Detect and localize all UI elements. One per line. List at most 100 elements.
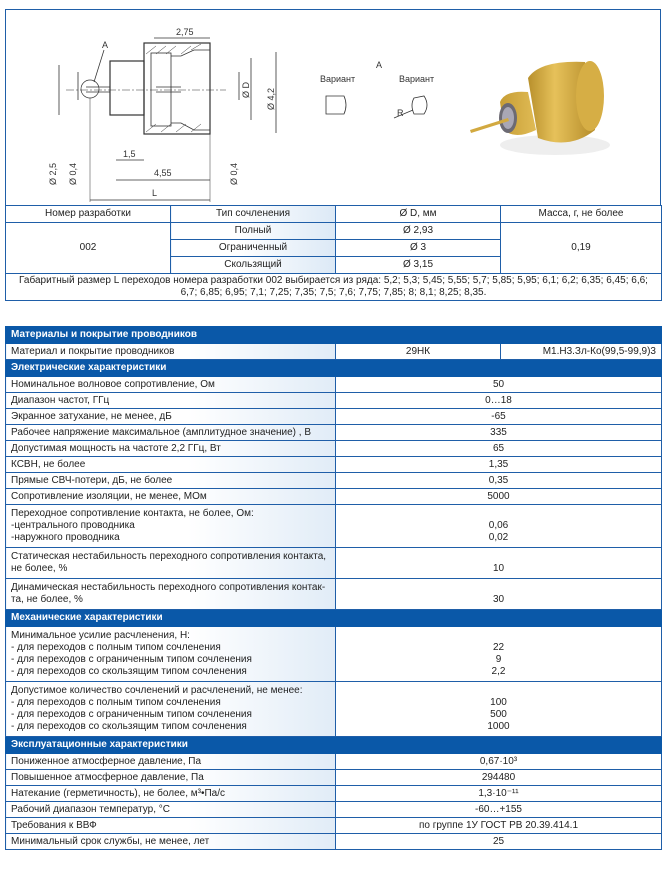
table-row: Динамическая нестабильность переходного …	[5, 578, 662, 610]
row-value: 30	[335, 578, 662, 610]
section-materials: Материалы и покрытие проводников	[5, 326, 662, 344]
table-row: Диапазон частот, ГГц 0…18	[5, 392, 662, 409]
mating-type: Полный	[170, 222, 336, 240]
characteristics-table: Материалы и покрытие проводников Материа…	[5, 326, 662, 850]
row-value: 1,35	[335, 456, 662, 473]
row-label: Минимальный срок службы, не менее, лет	[5, 833, 336, 850]
row-sublabel: - для переходов с полным типом сочленени…	[11, 697, 221, 708]
row-value: -60…+155	[335, 801, 662, 818]
row-sublabel: -центрального проводника	[11, 520, 135, 531]
row-value: 5000	[335, 488, 662, 505]
spec-table-header: Номер разработки Тип сочленения Ø D, мм …	[5, 205, 662, 223]
row-label: Требования к ВВФ	[5, 817, 336, 834]
table-row: Натекание (герметичность), не более, м³•…	[5, 785, 662, 802]
row-label: Пониженное атмосферное давление, Па	[5, 753, 336, 770]
mating-type: Ограниченный	[170, 239, 336, 257]
table-row: КСВН, не более 1,35	[5, 456, 662, 473]
row-sublabel: - для переходов с ограниченным типом соч…	[11, 654, 252, 665]
row-label: КСВН, не более	[5, 456, 336, 473]
row-label: Сопротивление изоляции, не менее, МОм	[5, 488, 336, 505]
section-mechanical: Механические характеристики	[5, 609, 662, 627]
dim-L: L	[152, 188, 157, 198]
row-label: Динамическая нестабильность переходного …	[11, 582, 326, 593]
row-value: 0…18	[335, 392, 662, 409]
row-label: Статическая нестабильность переходного с…	[11, 551, 327, 562]
row-value: 0,67·10³	[335, 753, 662, 770]
table-row: Рабочее напряжение максимальное (амплиту…	[5, 424, 662, 441]
row-value: 0,02	[488, 532, 509, 543]
table-row: Сопротивление изоляции, не менее, МОм 500…	[5, 488, 662, 505]
row-sublabel: - для переходов с ограниченным типом соч…	[11, 709, 252, 720]
table-row: Допустимое количество сочленений и расчл…	[5, 681, 662, 737]
diameter-value: Ø 3,15	[335, 256, 501, 274]
table-row: Экранное затухание, не менее, дБ -65	[5, 408, 662, 425]
table-row: Повышенное атмосферное давление, Па 29448…	[5, 769, 662, 786]
model-number: 002	[5, 222, 171, 274]
row-value: 65	[335, 440, 662, 457]
table-row: Ограниченный Ø 3	[6, 239, 662, 257]
header-type: Тип сочленения	[170, 205, 336, 223]
table-row: Допустимая мощность на частоте 2,2 ГГц, …	[5, 440, 662, 457]
detail-marker-A: A	[102, 40, 108, 50]
connector-photo	[470, 61, 610, 155]
row-label: Допустимое количество сочленений и расчл…	[11, 685, 303, 696]
table-row: Материал и покрытие проводников 29НК М1.…	[5, 343, 662, 360]
row-label: Номинальное волновое сопротивление, Ом	[5, 376, 336, 393]
table-row: Переходное сопротивление контакта, не бо…	[5, 504, 662, 548]
row-value: 100	[490, 697, 507, 708]
section-operational: Эксплуатационные характеристики	[5, 736, 662, 754]
length-note: Габаритный размер L переходов номера раз…	[5, 273, 662, 301]
row-label: та, не более, %	[11, 594, 83, 605]
section-electrical: Электрические характеристики	[5, 359, 662, 377]
table-row: 002 Полный Ø 2,93 0,19	[5, 222, 662, 274]
row-sublabel: - для переходов со скользящим типом сочл…	[11, 666, 247, 677]
row-value: по группе 1У ГОСТ РВ 20.39.414.1	[335, 817, 662, 834]
row-value: 9	[495, 654, 502, 665]
table-row: Номинальное волновое сопротивление, Ом 50	[5, 376, 662, 393]
drawing-frame	[5, 9, 661, 205]
dim-4-55: 4,55	[154, 168, 172, 178]
row-value: 1,3·10⁻¹¹	[335, 785, 662, 802]
row-value: 22	[492, 642, 505, 653]
diameter-value: Ø 2,93	[335, 222, 501, 240]
row-label: Диапазон частот, ГГц	[5, 392, 336, 409]
header-mass: Масса, г, не более	[500, 205, 662, 223]
dim-2-75: 2,75	[176, 27, 194, 37]
row-sublabel: -наружного проводника	[11, 532, 120, 543]
spec-table: Номер разработки Тип сочленения Ø D, мм …	[5, 205, 662, 301]
detail-radius-R: R	[397, 108, 404, 118]
diameter-value: Ø 3	[335, 239, 501, 257]
row-label: Повышенное атмосферное давление, Па	[5, 769, 336, 786]
dim-dD: Ø D	[241, 81, 251, 98]
row-value: 25	[335, 833, 662, 850]
row-value: 500	[490, 709, 507, 720]
dim-d2-5: Ø 2,5	[48, 163, 58, 185]
row-label: Экранное затухание, не менее, дБ	[5, 408, 336, 425]
row-label: Допустимая мощность на частоте 2,2 ГГц, …	[5, 440, 336, 457]
row-value: 294480	[335, 769, 662, 786]
mass-value: 0,19	[500, 222, 662, 274]
dim-d4-2: Ø 4,2	[266, 88, 276, 110]
row-value: 10	[335, 547, 662, 579]
dim-1-5: 1,5	[123, 149, 136, 159]
row-value: 335	[335, 424, 662, 441]
header-diameter: Ø D, мм	[335, 205, 501, 223]
table-row: Пониженное атмосферное давление, Па 0,67·…	[5, 753, 662, 770]
row-value: -65	[335, 408, 662, 425]
row-label: Рабочее напряжение максимальное (амплиту…	[5, 424, 336, 441]
detail-variant-1: Вариант	[320, 74, 355, 84]
table-row: Прямые СВЧ-потери, дБ, не более 0,35	[5, 472, 662, 489]
row-label: Натекание (герметичность), не более, м³•…	[5, 785, 336, 802]
row-label: Минимальное усилие расчленения, Н:	[11, 630, 190, 641]
row-label: Прямые СВЧ-потери, дБ, не более	[5, 472, 336, 489]
table-row: Минимальное усилие расчленения, Н: - для …	[5, 626, 662, 682]
row-label: Материал и покрытие проводников	[5, 343, 336, 360]
row-label: Рабочий диапазон температур, °С	[5, 801, 336, 818]
dim-d0-4-right: Ø 0,4	[229, 163, 239, 185]
row-sublabel: - для переходов с полным типом сочленени…	[11, 642, 221, 653]
row-value: 1000	[487, 721, 510, 732]
row-value: 0,35	[335, 472, 662, 489]
technical-drawing: 2,75 Ø 4,2 Ø D Ø 2,5 Ø 0,4 Ø 0,4 1,5 4,5…	[48, 27, 434, 202]
table-row: Рабочий диапазон температур, °С -60…+155	[5, 801, 662, 818]
row-label: не более, %	[11, 563, 68, 574]
